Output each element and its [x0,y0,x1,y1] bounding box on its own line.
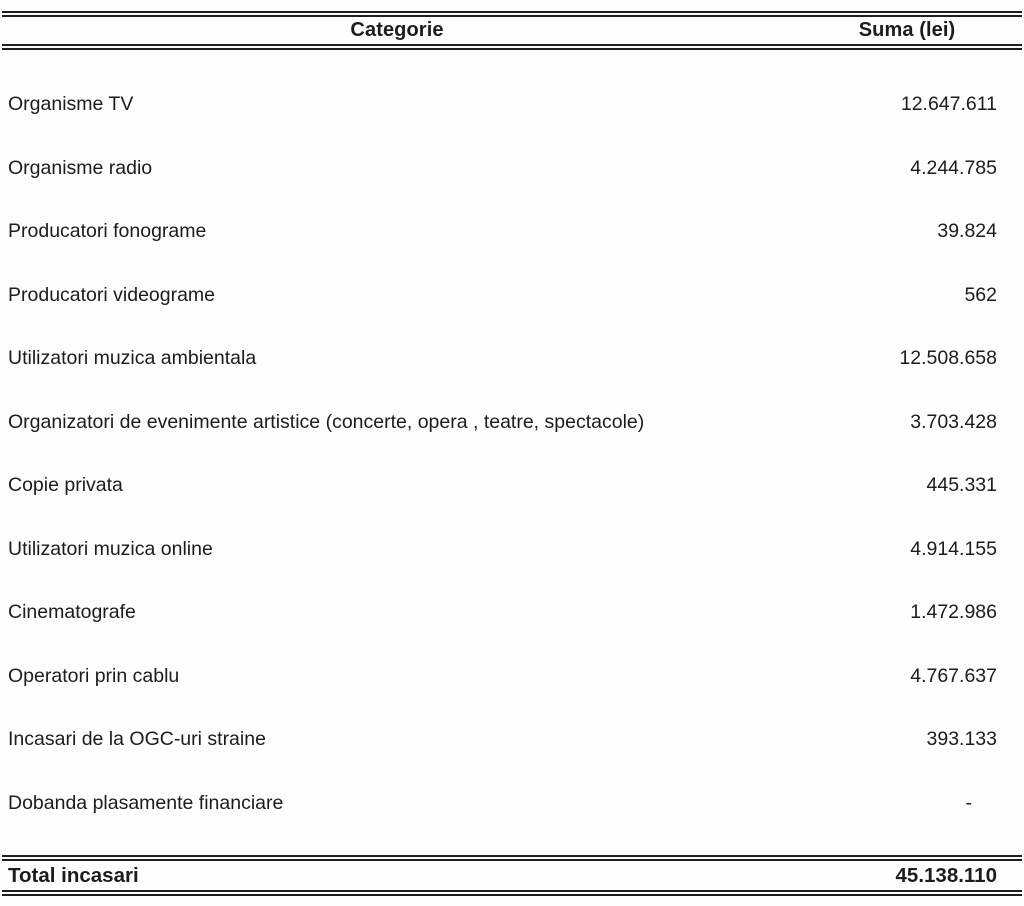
total-top-rule [2,855,1022,861]
table-row: Utilizatori muzica online 4.914.155 [2,518,1022,582]
table-row: Cinematografe 1.472.986 [2,581,1022,645]
category-cell: Copie privata [8,474,123,497]
amount-cell: 4.914.155 [910,537,997,560]
amount-cell: 445.331 [926,474,998,497]
table-body: Organisme TV 12.647.611 Organisme radio … [2,50,1022,835]
table-header-row: Categorie Suma (lei) [2,17,1022,44]
amount-cell: 393.133 [926,728,998,751]
category-cell: Utilizatori muzica online [8,537,213,560]
table-row: Operatori prin cablu 4.767.637 [2,645,1022,709]
total-label: Total incasari [8,863,139,887]
table-row: Organisme radio 4.244.785 [2,137,1022,201]
table-row: Incasari de la OGC-uri straine 393.133 [2,708,1022,772]
amount-cell: 1.472.986 [910,601,997,624]
category-cell: Organisme TV [8,93,134,116]
category-cell: Producatori fonograme [8,220,207,243]
category-cell: Dobanda plasamente financiare [8,791,284,814]
amount-cell: 4.767.637 [910,664,997,687]
total-amount: 45.138.110 [895,863,997,887]
amount-cell: 39.824 [937,220,997,243]
category-cell: Organizatori de evenimente artistice (co… [8,410,645,433]
category-cell: Cinematografe [8,601,136,624]
table-row: Organisme TV 12.647.611 [2,73,1022,137]
amount-cell: 12.508.658 [899,347,997,370]
table-row: Utilizatori muzica ambientala 12.508.658 [2,327,1022,391]
table-row: Dobanda plasamente financiare - [2,772,1022,836]
amount-cell: - [965,791,973,814]
header-bottom-rule [2,44,1022,50]
table-row: Copie privata 445.331 [2,454,1022,518]
amount-cell: 4.244.785 [910,156,997,179]
header-amount: Suma (lei) [858,19,956,41]
table-top-rule [2,11,1022,17]
category-cell: Organisme radio [8,156,153,179]
amount-cell: 562 [964,283,997,306]
category-cell: Producatori videograme [8,283,216,306]
category-cell: Operatori prin cablu [8,664,180,687]
header-category: Categorie [350,19,444,41]
table-row: Producatori videograme 562 [2,264,1022,328]
category-cell: Incasari de la OGC-uri straine [8,728,266,751]
total-row: Total incasari 45.138.110 [2,861,1022,890]
amount-cell: 12.647.611 [900,93,997,116]
category-cell: Utilizatori muzica ambientala [8,347,257,370]
amount-cell: 3.703.428 [910,410,997,433]
table-bottom-rule [2,890,1022,896]
table-row: Producatori fonograme 39.824 [2,200,1022,264]
table-row: Organizatori de evenimente artistice (co… [2,391,1022,455]
